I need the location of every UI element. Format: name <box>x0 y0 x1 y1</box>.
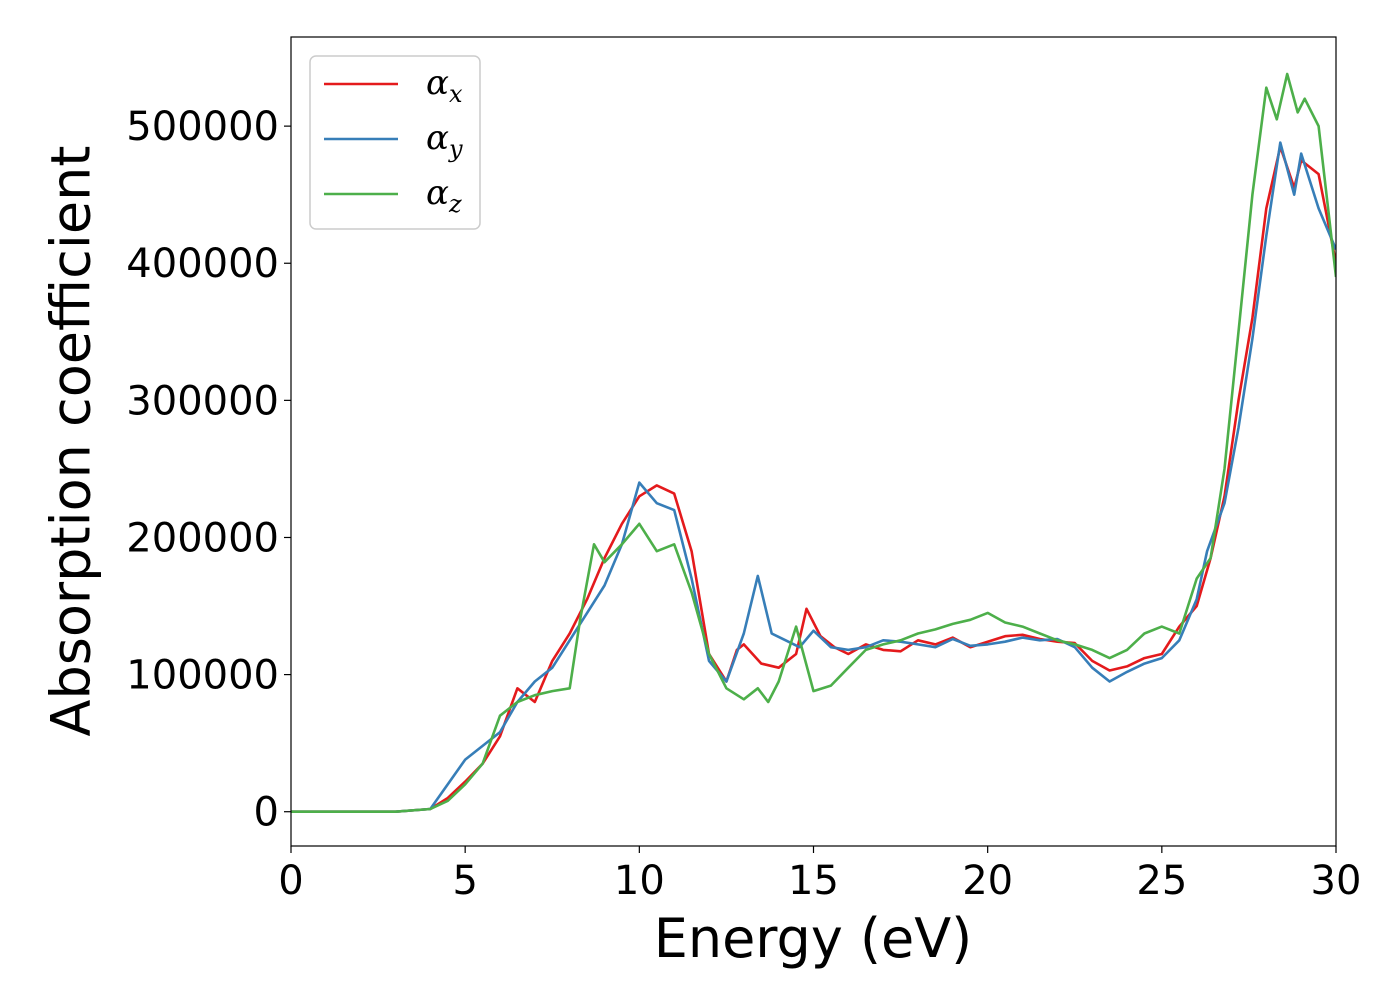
x-tick-label: 20 <box>962 858 1013 904</box>
x-tick-label: 30 <box>1311 858 1362 904</box>
x-tick-label: 25 <box>1136 858 1187 904</box>
y-tick-label: 200000 <box>126 515 279 561</box>
series-lines <box>291 72 1336 813</box>
series-line-y <box>291 141 1336 813</box>
x-axis-ticks: 0 5 10 15 20 25 30 <box>278 846 1361 904</box>
x-tick-label: 5 <box>452 858 477 904</box>
series-line-z <box>291 72 1336 813</box>
y-tick-label: 100000 <box>126 653 279 699</box>
legend-box <box>309 55 481 230</box>
y-tick-label: 500000 <box>126 104 279 150</box>
legend-label-y: αy <box>426 118 463 163</box>
series-line-x <box>291 145 1336 813</box>
legend: αx αy αz <box>309 55 481 230</box>
x-axis-label: Energy (eV) <box>654 907 973 970</box>
y-axis-ticks: 0 100000 200000 300000 400000 500000 <box>126 104 291 836</box>
y-axis-label: Absorption coefficient <box>40 146 103 737</box>
y-tick-label: 400000 <box>126 241 279 287</box>
x-tick-label: 0 <box>278 858 303 904</box>
y-tick-label: 0 <box>254 790 279 836</box>
legend-label-x: αx <box>426 63 463 108</box>
y-tick-label: 300000 <box>126 378 279 424</box>
x-tick-label: 10 <box>614 858 665 904</box>
legend-label-z: αz <box>426 173 462 218</box>
x-tick-label: 15 <box>788 858 839 904</box>
